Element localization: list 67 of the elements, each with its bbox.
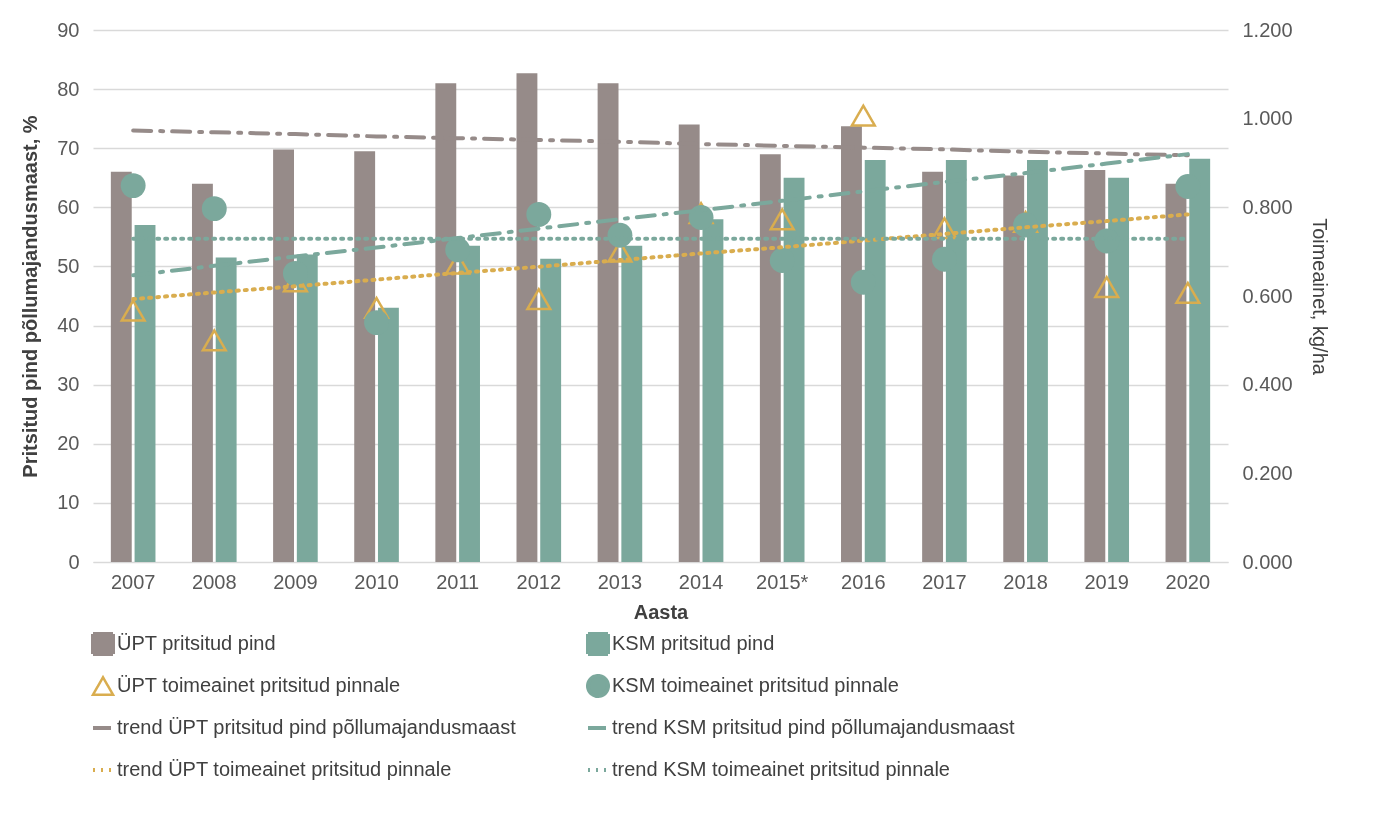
legend-label: KSM toimeainet pritsitud pinnale — [612, 674, 899, 696]
x-tick-label: 2015* — [756, 570, 809, 593]
point — [769, 208, 795, 231]
y2-tick-label: 0.600 — [1242, 284, 1293, 307]
y2-axis-title: Toimeainet, kg/ha — [1308, 218, 1331, 376]
y-tick-label: 50 — [57, 254, 80, 277]
y-tick-label: 30 — [57, 373, 80, 396]
y2-tick-label: 0.400 — [1242, 373, 1293, 396]
legend-label: ÜPT pritsitud pind — [117, 632, 276, 654]
point — [526, 287, 552, 311]
bar — [1084, 170, 1106, 562]
x-tick-label: 2012 — [516, 570, 562, 593]
x-tick-label: 2017 — [922, 570, 967, 593]
x-tick-label: 2010 — [354, 570, 399, 593]
y-tick-label: 0 — [68, 550, 80, 573]
point — [1094, 276, 1120, 299]
point — [688, 205, 714, 230]
y-tick-label: 80 — [57, 77, 80, 100]
point — [1175, 281, 1201, 305]
point — [526, 202, 552, 227]
bar — [922, 171, 944, 562]
legend-label: trend KSM pritsitud pind põllumajandusmaast — [612, 716, 1015, 738]
bar — [273, 149, 294, 562]
bar — [1165, 183, 1187, 562]
x-tick-label: 2016 — [841, 570, 886, 593]
y-tick-label: 90 — [57, 18, 80, 41]
x-tick-label: 2008 — [192, 570, 237, 593]
x-tick-label: 2013 — [597, 570, 643, 593]
legend-label: trend ÜPT toimeainet pritsitud pinnale — [117, 758, 452, 780]
y-tick-label: 20 — [57, 432, 80, 455]
bar — [110, 171, 132, 562]
y-axis-title: Pritsitud pind põllumajandusmaast, % — [19, 115, 42, 478]
point — [364, 310, 389, 336]
x-tick-label: 2011 — [436, 570, 480, 593]
legend-label: ÜPT toimeainet pritsitud pinnale — [117, 674, 401, 696]
y-tick-label: 10 — [57, 491, 80, 514]
y-tick-label: 60 — [57, 195, 80, 218]
x-tick-label: 2009 — [273, 570, 318, 593]
point — [201, 196, 227, 222]
y-tick-label: 40 — [57, 314, 80, 337]
y2-tick-label: 0.200 — [1242, 461, 1293, 484]
bar — [354, 151, 376, 562]
point — [363, 296, 390, 320]
bar — [759, 154, 781, 562]
y2-tick-label: 1.200 — [1242, 18, 1293, 41]
x-axis-title: Aasta — [633, 600, 690, 623]
x-tick-label: 2018 — [1003, 570, 1048, 593]
bar — [191, 183, 213, 562]
x-tick-label: 2019 — [1084, 570, 1129, 593]
legend-label: trend ÜPT pritsitud pind põllumajandusmaast — [117, 716, 517, 738]
bar — [1003, 175, 1025, 562]
bar — [540, 258, 562, 562]
x-tick-label: 2007 — [110, 570, 156, 593]
point — [850, 104, 876, 127]
x-tick-label: 2020 — [1165, 570, 1211, 593]
point — [120, 299, 146, 322]
point — [201, 329, 227, 352]
point — [931, 217, 958, 240]
point — [445, 237, 471, 263]
legend-label: trend KSM toimeainet pritsitud pinnale — [612, 758, 950, 780]
x-tick-label: 2014 — [678, 570, 724, 593]
y-tick-label: 70 — [57, 136, 80, 159]
y2-tick-label: 0.000 — [1242, 550, 1293, 573]
point — [120, 173, 146, 199]
y2-tick-label: 1.000 — [1242, 107, 1293, 130]
legend-label: KSM pritsitud pind — [612, 632, 775, 654]
y2-tick-label: 0.800 — [1242, 195, 1293, 218]
